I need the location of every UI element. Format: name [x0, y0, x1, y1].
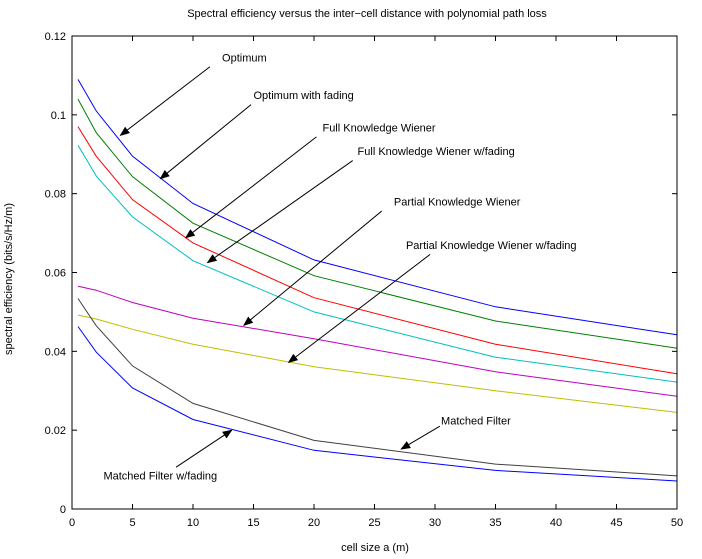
annotation-label-matched-filter-w-fading: Matched Filter w/fading: [103, 470, 217, 482]
x-tick-label: 25: [368, 517, 380, 529]
annotation-label-full-knowledge-wiener: Full Knowledge Wiener: [322, 122, 435, 134]
x-tick-label: 40: [550, 517, 562, 529]
plot-frame: [71, 35, 678, 510]
series-line-matched-filter: [77, 298, 678, 477]
x-tick-label: 50: [671, 517, 683, 529]
y-tick-label: 0.06: [45, 268, 66, 280]
chart-title: Spectral efficiency versus the inter−cel…: [187, 8, 547, 20]
y-tick-label: 0.1: [51, 110, 66, 122]
annotation-label-full-knowledge-wiener-w-fading: Full Knowledge Wiener w/fading: [358, 146, 515, 158]
annotation-arrow-full-knowledge-wiener: [184, 136, 317, 239]
x-tick-label: 35: [489, 517, 501, 529]
series-layer: [77, 79, 678, 482]
annotation-label-matched-filter: Matched Filter: [441, 415, 511, 427]
annotation-arrow-partial-knowledge-wiener-w-fading: [287, 253, 431, 363]
annotation-label-optimum-with-fading: Optimum with fading: [254, 90, 354, 102]
annotation-arrow-optimum: [119, 66, 211, 136]
x-tick-label: 45: [610, 517, 622, 529]
series-line-matched-filter-w-fading: [77, 326, 678, 482]
series-line-optimum: [77, 79, 678, 336]
x-axis-label: cell size a (m): [341, 542, 409, 554]
x-tick-label: 20: [308, 517, 320, 529]
y-axis-label: spectral efficiency (bits/s/Hz/m): [3, 203, 15, 355]
series-line-full-knowledge-wiener: [77, 126, 678, 375]
x-tick-label: 5: [129, 517, 135, 529]
series-line-optimum-with-fading: [77, 98, 678, 349]
y-tick-label: 0.04: [45, 346, 66, 358]
annotation-arrow-matched-filter-w-fading: [175, 429, 233, 468]
annotation-label-partial-knowledge-wiener: Partial Knowledge Wiener: [394, 196, 521, 208]
annotation-arrow-matched-filter: [400, 425, 441, 450]
series-line-full-knowledge-wiener-w-fading: [77, 144, 678, 383]
annotation-arrow-full-knowledge-wiener-w-fading: [206, 160, 354, 264]
y-tick-label: 0.02: [45, 425, 66, 437]
x-tick-label: 10: [187, 517, 199, 529]
y-tick-label: 0.12: [45, 31, 66, 43]
annotation-layer: Optimum Optimum with fading Full Knowledge…: [103, 53, 576, 483]
y-tick-label: 0.08: [45, 189, 66, 201]
series-line-partial-knowledge-wiener-w-fading: [77, 314, 678, 413]
annotation-arrow-partial-knowledge-wiener: [243, 210, 383, 326]
series-line-partial-knowledge-wiener: [77, 285, 678, 397]
x-tick-label: 15: [247, 517, 259, 529]
tick-layer: 0 5 10 15 20 25 30 35 40 45 50 0 0.02 0.04 0.06 0.08 0.1…: [45, 31, 684, 529]
y-tick-label: 0: [60, 504, 66, 516]
x-tick-label: 0: [69, 517, 75, 529]
x-tick-label: 30: [429, 517, 441, 529]
annotation-label-partial-knowledge-wiener-w-fading: Partial Knowledge Wiener w/fading: [406, 240, 577, 252]
annotation-label-optimum: Optimum: [222, 53, 267, 65]
annotation-arrow-optimum-with-fading: [159, 104, 252, 180]
